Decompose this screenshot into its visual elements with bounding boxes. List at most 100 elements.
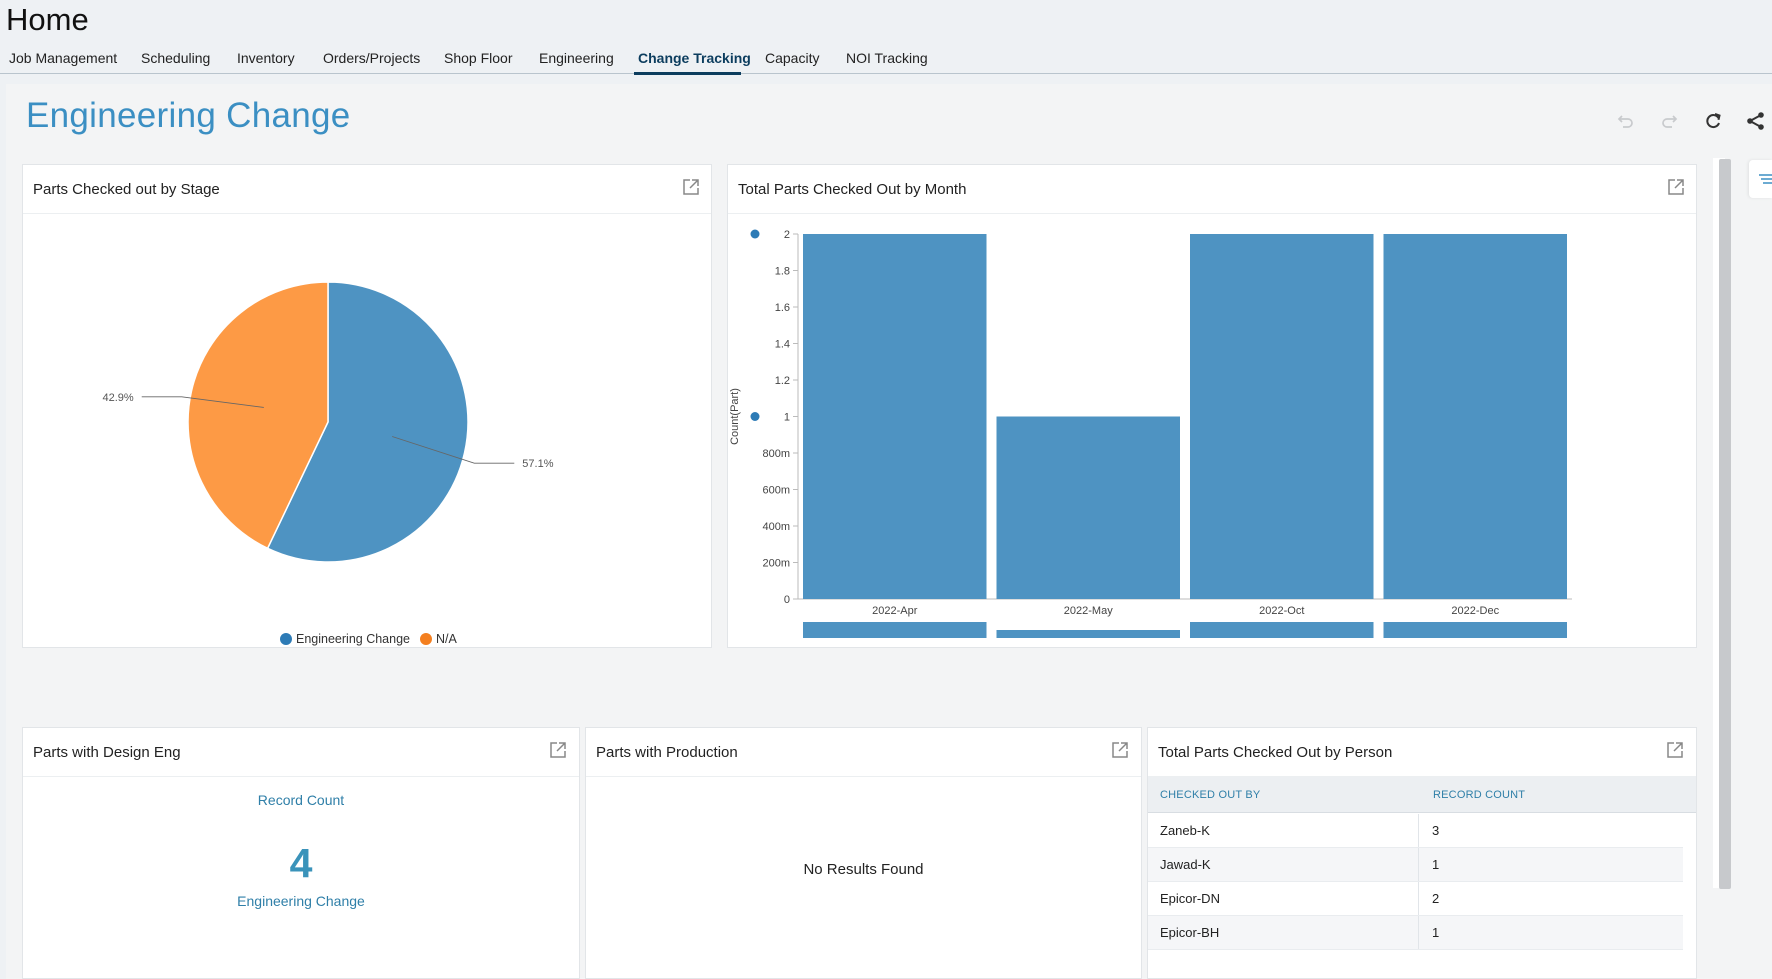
expand-icon[interactable] [548,740,568,760]
column-header-checked-out-by[interactable]: CHECKED OUT BY [1160,789,1261,801]
bar[interactable] [1383,234,1568,599]
expand-icon[interactable] [1110,740,1130,760]
y-tick-label: 2 [784,229,790,241]
y-tick-label: 1.4 [775,339,790,351]
legend-swatch-orange [419,633,432,645]
filter-panel-toggle[interactable] [1749,160,1772,198]
pie-label-leader [141,396,264,408]
table-row[interactable]: Epicor-BH 1 [1148,916,1683,950]
y-tick-label: 1.2 [775,375,790,387]
tab-engineering[interactable]: Engineering [539,50,614,66]
tab-shop-floor[interactable]: Shop Floor [444,50,513,66]
table-header: CHECKED OUT BY RECORD COUNT [1148,777,1696,813]
tab-inventory[interactable]: Inventory [237,50,295,66]
panel-title: Total Parts Checked Out by Month [738,181,967,198]
column-divider [1418,882,1419,915]
overview-bar[interactable] [803,622,987,638]
legend-swatch-blue [280,633,292,645]
cell-count: 1 [1432,857,1440,872]
cell-name: Jawad-K [1160,857,1211,872]
tab-noi-tracking[interactable]: NOI Tracking [846,50,928,66]
pie-slice-label: 57.1% [522,458,553,470]
panel-header: Parts with Design Eng [23,728,579,777]
dashboard-title: Engineering Change [26,96,351,135]
x-tick-label: 2022-Apr [872,605,918,617]
share-icon [1747,112,1764,130]
redo-icon [1662,115,1678,128]
range-marker[interactable] [750,229,760,239]
no-results-message: No Results Found [803,861,924,878]
bar[interactable] [1190,234,1374,599]
person-table-panel: Total Parts Checked Out by Person CHECKE… [1147,727,1697,979]
top-header: Home Job Management Scheduling Inventory… [0,0,1772,75]
record-count-value: 4 [289,840,313,886]
expand-icon[interactable] [1665,740,1685,760]
column-header-record-count[interactable]: RECORD COUNT [1433,789,1526,801]
x-tick-label: 2022-Oct [1259,605,1304,617]
bar-chart: 0 200m 400m 600m 800m 1 1.2 1.4 1.6 1.8 2 Count(Par… [729,229,1572,638]
production-panel: Parts with Production No Results Found [585,727,1142,979]
panel-title: Total Parts Checked Out by Person [1158,744,1393,761]
share-button[interactable] [1743,108,1769,134]
bar[interactable] [996,416,1181,600]
column-divider [1418,814,1419,847]
tab-capacity[interactable]: Capacity [765,50,820,66]
overview-bar[interactable] [996,630,1181,638]
cell-count: 1 [1432,925,1440,940]
dashboard-workspace: Engineering Change Parts Checked out by … [6,84,1772,979]
table-row[interactable]: Zaneb-K 3 [1148,814,1683,848]
y-tick-label: 400m [762,521,790,533]
undo-button[interactable] [1613,108,1639,134]
active-tab-indicator [634,72,741,75]
undo-icon [1617,115,1633,128]
column-divider [1418,916,1419,949]
y-tick-label: 200m [762,558,790,570]
y-tick-label: 600m [762,485,790,497]
cell-name: Epicor-DN [1160,891,1220,906]
pie-slice-engineering-change[interactable] [266,281,469,563]
cell-name: Zaneb-K [1160,823,1210,838]
y-tick-label: 1 [784,412,790,424]
overview-bar[interactable] [1190,622,1374,638]
expand-icon[interactable] [1666,177,1686,197]
x-tick-label: 2022-May [1064,605,1113,617]
y-tick-label: 0 [784,594,790,606]
tab-change-tracking[interactable]: Change Tracking [638,50,751,66]
table-row[interactable]: Epicor-DN 2 [1148,882,1683,916]
pie-legend: Engineering Change N/A [280,632,457,646]
panel-title: Parts with Design Eng [33,744,181,761]
bar[interactable] [803,234,987,599]
panel-title: Parts with Production [596,744,738,761]
y-tick-label: 1.6 [775,302,790,314]
design-eng-panel: Parts with Design Eng Record Count 4 Eng… [22,727,580,979]
record-count-caption: Engineering Change [237,893,365,909]
page-header-title: Home [6,2,89,37]
pie-slice-na[interactable] [187,281,329,550]
record-count-label: Record Count [257,792,345,808]
table-row[interactable]: Jawad-K 1 [1148,848,1683,882]
tab-scheduling[interactable]: Scheduling [141,50,211,66]
panel-header: Parts Checked out by Stage [23,165,711,214]
cell-count: 2 [1432,891,1440,906]
pie-chart: 57.1% 42.9% [103,281,554,563]
refresh-button[interactable] [1700,108,1726,134]
range-marker[interactable] [750,412,760,421]
cell-name: Epicor-BH [1160,925,1220,940]
panel-header: Total Parts Checked Out by Month [728,165,1696,214]
scrollbar-thumb[interactable] [1719,159,1731,889]
panel-title: Parts Checked out by Stage [33,181,220,198]
tab-job-management[interactable]: Job Management [9,50,118,66]
tab-orders-projects[interactable]: Orders/Projects [323,50,421,66]
bar-chart-panel: Total Parts Checked Out by Month 0 200m 40… [727,164,1697,648]
legend-label-na: N/A [435,632,457,646]
legend-label-engineering-change: Engineering Change [296,632,410,646]
redo-button[interactable] [1656,108,1682,134]
refresh-icon [1706,113,1721,129]
pie-slice-label: 42.9% [103,392,134,404]
expand-icon[interactable] [681,177,701,197]
y-tick-label: 800m [762,448,790,460]
tab-bar: Job Management Scheduling Inventory Orde… [0,48,1772,75]
filter-icon [1759,174,1772,184]
overview-bar[interactable] [1383,622,1568,638]
y-axis-title: Count(Part) [729,388,741,445]
